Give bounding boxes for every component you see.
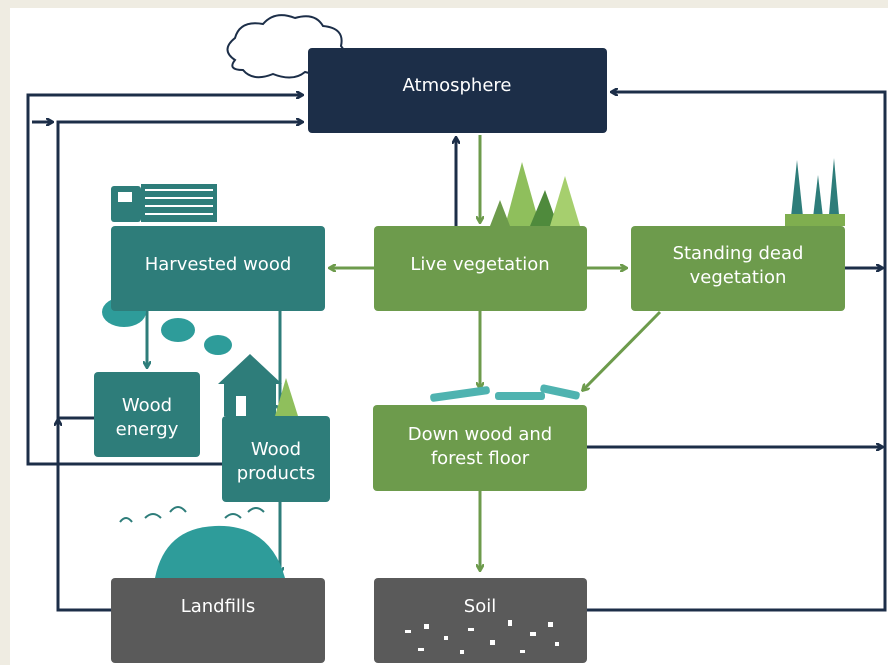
svg-text:Atmosphere: Atmosphere — [403, 75, 512, 96]
truck-icon — [111, 184, 217, 222]
svg-text:Landfills: Landfills — [181, 596, 256, 617]
node-wood-energy: Wood energy — [94, 372, 200, 457]
svg-text:Soil: Soil — [464, 596, 496, 617]
node-live-vegetation: Live vegetation — [374, 226, 587, 311]
node-down-wood: Down wood and forest floor — [373, 405, 587, 491]
node-label: products — [237, 463, 316, 484]
node-label: Landfills — [181, 596, 256, 617]
node-wood-products: Wood products — [222, 416, 330, 502]
svg-text:Live vegetation: Live vegetation — [410, 254, 549, 275]
svg-text:Harvested wood: Harvested wood — [145, 254, 292, 275]
node-harvested-wood: Harvested wood — [111, 226, 325, 311]
node-label: Live vegetation — [410, 254, 549, 275]
node-label: Soil — [464, 596, 496, 617]
node-landfills: Landfills — [111, 578, 325, 663]
node-label: forest floor — [431, 448, 530, 469]
diagram: Atmosphere Harvested wood Live vegetatio… — [0, 0, 888, 665]
node-label: Standing dead — [673, 243, 804, 264]
node-label: Atmosphere — [403, 75, 512, 96]
node-atmosphere: Atmosphere — [308, 48, 607, 133]
node-label: vegetation — [690, 267, 787, 288]
node-label: Wood — [251, 439, 301, 460]
node-label: energy — [116, 419, 179, 440]
node-soil: Soil — [374, 578, 587, 663]
node-label: Harvested wood — [145, 254, 292, 275]
node-label: Wood — [122, 395, 172, 416]
node-label: Down wood and — [408, 424, 552, 445]
node-standing-dead: Standing dead vegetation — [631, 226, 845, 311]
